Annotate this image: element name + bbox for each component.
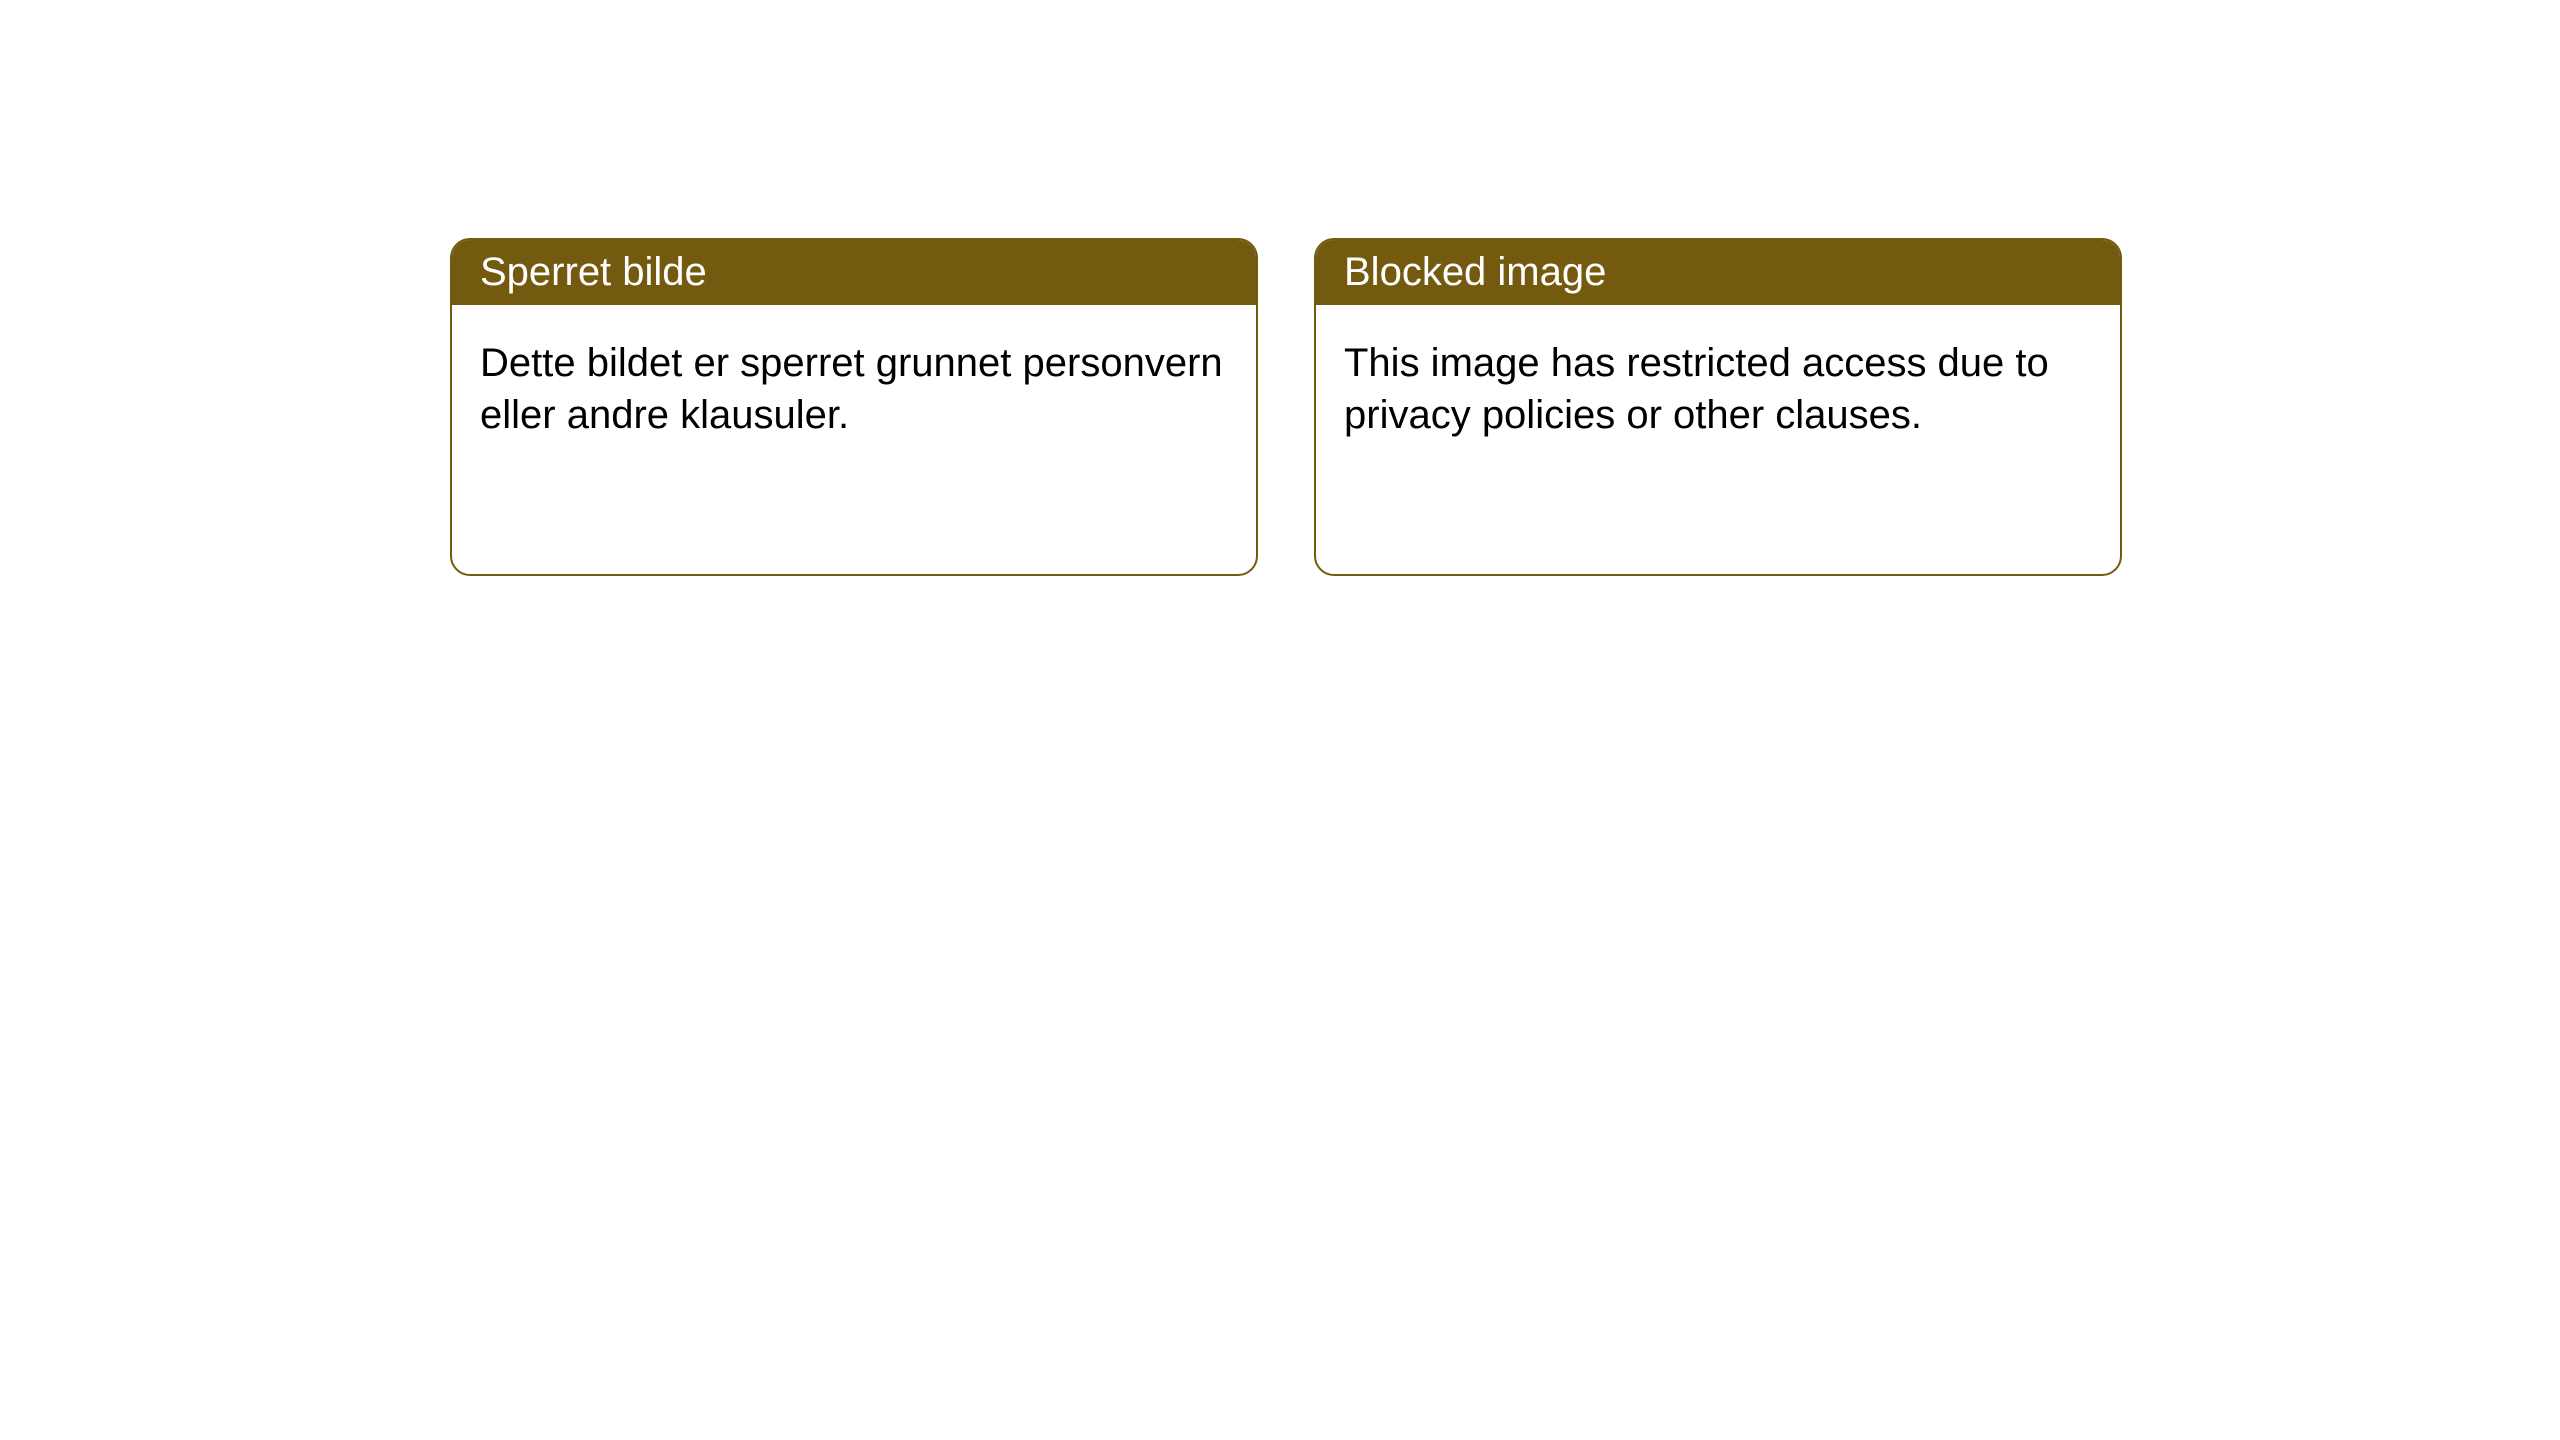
notice-card-body: This image has restricted access due to …: [1316, 305, 2120, 473]
notice-card-body: Dette bildet er sperret grunnet personve…: [452, 305, 1256, 473]
notice-card-header: Blocked image: [1316, 240, 2120, 305]
notice-card-body-text: This image has restricted access due to …: [1344, 341, 2049, 437]
notice-container: Sperret bilde Dette bildet er sperret gr…: [0, 0, 2560, 576]
notice-card-no: Sperret bilde Dette bildet er sperret gr…: [450, 238, 1258, 576]
notice-card-body-text: Dette bildet er sperret grunnet personve…: [480, 341, 1223, 437]
notice-card-en: Blocked image This image has restricted …: [1314, 238, 2122, 576]
notice-card-title: Blocked image: [1344, 250, 1606, 294]
notice-card-header: Sperret bilde: [452, 240, 1256, 305]
notice-card-title: Sperret bilde: [480, 250, 707, 294]
